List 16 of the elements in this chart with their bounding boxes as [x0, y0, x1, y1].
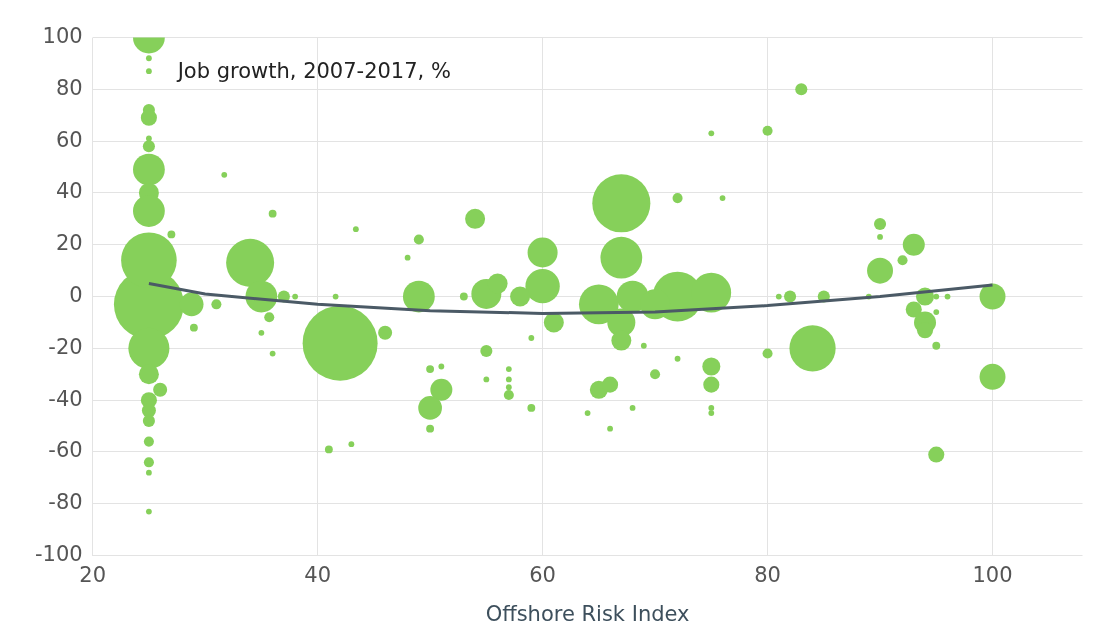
y-axis-title: Job growth, 2007-2017, %: [175, 58, 451, 83]
y-tick-label: 0: [69, 283, 83, 307]
x-tick-label: 40: [304, 562, 331, 587]
y-tick-label: -20: [48, 334, 83, 359]
y-tick-label: 100: [42, 23, 83, 48]
y-tick-label: 20: [55, 231, 83, 256]
x-tick-label: 80: [754, 562, 781, 587]
y-tick-label: 80: [55, 75, 83, 100]
y-tick-label: -40: [48, 386, 83, 411]
y-tick-label: -60: [48, 438, 83, 463]
x-axis-title: Offshore Risk Index: [485, 601, 690, 626]
x-tick-label: 100: [972, 562, 1013, 587]
x-tick-label: 60: [529, 562, 556, 587]
y-tick-label: 60: [55, 127, 83, 152]
y-tick-label: 40: [55, 179, 83, 204]
y-tick-label: -80: [48, 490, 83, 515]
